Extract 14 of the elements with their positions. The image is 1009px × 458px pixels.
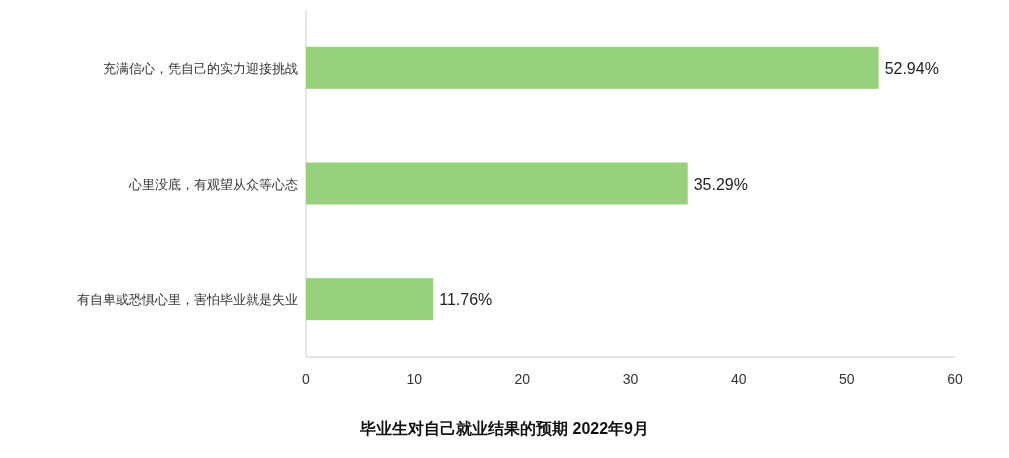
- x-tick-label: 40: [730, 371, 747, 387]
- data-label: 52.94%: [884, 59, 939, 77]
- x-tick-label: 10: [406, 371, 423, 387]
- x-tick-label: 20: [514, 371, 531, 387]
- y-tick-label: 充满信心，凭自己的实力迎接挑战: [103, 60, 298, 76]
- y-tick-label: 有自卑或恐惧心里，害怕毕业就是失业: [77, 292, 298, 308]
- text: 毕业生对自己就业结果的预期 2022年9月: [359, 420, 649, 437]
- x-tick-label: 60: [947, 371, 963, 387]
- x-tick-label: 30: [622, 371, 639, 387]
- data-label: 11.76%: [439, 291, 493, 309]
- y-tick-label: 心里没底，有观望从众等心态: [128, 176, 298, 192]
- data-label: 35.29%: [693, 175, 748, 193]
- x-tick-label: 50: [839, 371, 855, 387]
- x-tick-label: 0: [302, 371, 311, 387]
